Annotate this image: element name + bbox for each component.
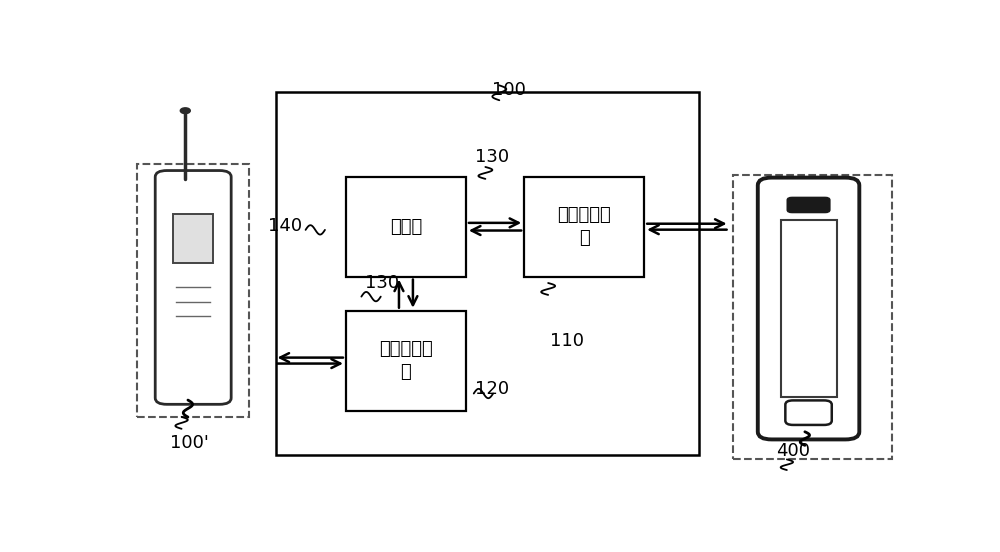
Text: 130: 130 — [365, 273, 399, 291]
Text: 130: 130 — [475, 148, 509, 166]
FancyBboxPatch shape — [733, 174, 892, 459]
Text: 120: 120 — [475, 380, 509, 399]
FancyBboxPatch shape — [758, 178, 859, 439]
FancyBboxPatch shape — [785, 400, 832, 425]
FancyBboxPatch shape — [524, 177, 644, 277]
FancyBboxPatch shape — [155, 171, 231, 404]
FancyBboxPatch shape — [346, 177, 466, 277]
Text: 100': 100' — [170, 434, 209, 452]
FancyBboxPatch shape — [787, 198, 830, 213]
FancyBboxPatch shape — [276, 92, 698, 455]
Text: 140: 140 — [268, 216, 302, 235]
Text: 处理器: 处理器 — [390, 217, 422, 236]
Text: 100: 100 — [492, 81, 526, 99]
Text: 无线射频模
块: 无线射频模 块 — [379, 340, 433, 381]
Text: 110: 110 — [550, 332, 584, 350]
FancyBboxPatch shape — [137, 164, 249, 417]
Circle shape — [181, 108, 190, 113]
FancyBboxPatch shape — [346, 311, 466, 411]
Text: 互联通信模
块: 互联通信模 块 — [557, 206, 611, 247]
FancyBboxPatch shape — [781, 220, 837, 397]
Text: 400: 400 — [776, 442, 810, 460]
FancyBboxPatch shape — [173, 215, 213, 263]
